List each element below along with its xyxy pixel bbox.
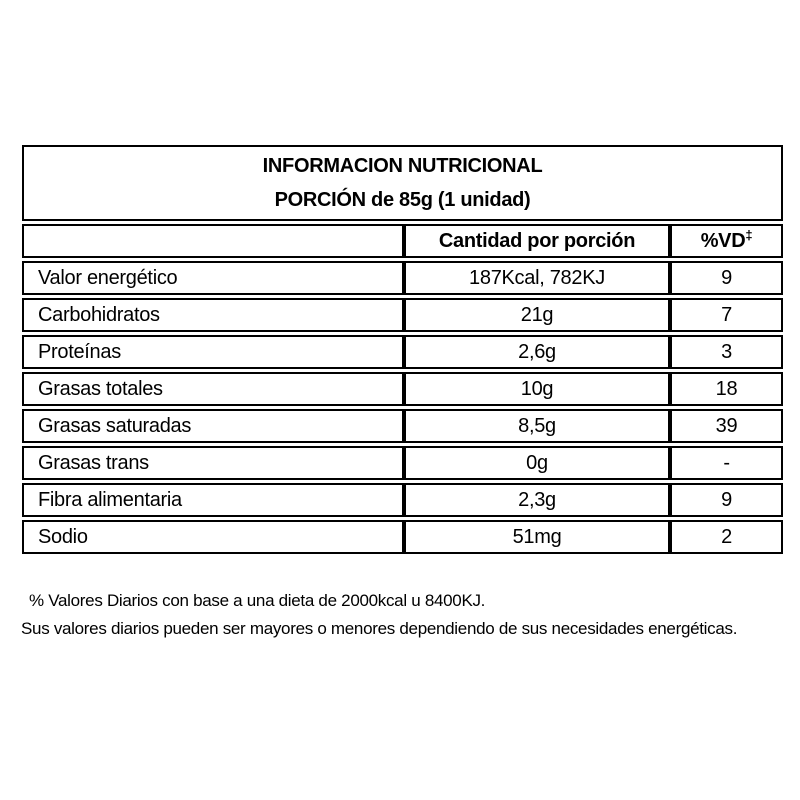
amount-value: 8,5g [404,409,670,443]
footnotes: % Valores Diarios con base a una dieta d… [21,587,786,643]
dv-value: 7 [670,298,784,332]
dv-value: - [670,446,784,480]
amount-value: 2,3g [404,483,670,517]
amount-value: 10g [404,372,670,406]
nutrient-label: Valor energético [22,261,404,295]
nutrient-label: Grasas totales [22,372,404,406]
nutrient-label: Grasas saturadas [22,409,404,443]
footnote-line-1: % Valores Diarios con base a una dieta d… [29,591,486,610]
table-row: Fibra alimentaria 2,3g 9 [22,483,784,517]
dv-value: 3 [670,335,784,369]
title-row: INFORMACION NUTRICIONAL PORCIÓN de 85g (… [22,145,784,221]
serving-size: PORCIÓN de 85g (1 unidad) [274,189,531,211]
dv-column-header: %VD‡ [670,224,784,258]
dv-footnote-mark: ‡ [745,226,753,242]
nutrient-label: Fibra alimentaria [22,483,404,517]
amount-value: 0g [404,446,670,480]
amount-value: 187Kcal, 782KJ [404,261,670,295]
table-row: Sodio 51mg 2 [22,520,784,554]
table-row: Proteínas 2,6g 3 [22,335,784,369]
dv-value: 9 [670,483,784,517]
amount-value: 51mg [404,520,670,554]
empty-header-cell [22,224,404,258]
nutrient-label: Sodio [22,520,404,554]
footnote-line-2: Sus valores diarios pueden ser mayores o… [21,619,738,638]
amount-value: 2,6g [404,335,670,369]
column-header-row: Cantidad por porción %VD‡ [22,224,784,258]
dv-value: 39 [670,409,784,443]
nutrient-label: Proteínas [22,335,404,369]
dv-value: 2 [670,520,784,554]
amount-value: 21g [404,298,670,332]
table-title: INFORMACION NUTRICIONAL [262,155,543,177]
table-title-cell: INFORMACION NUTRICIONAL PORCIÓN de 85g (… [22,145,784,221]
nutrient-label: Carbohidratos [22,298,404,332]
table-row: Grasas totales 10g 18 [22,372,784,406]
dv-value: 18 [670,372,784,406]
dv-value: 9 [670,261,784,295]
dv-header-text: %VD [700,229,746,252]
table-row: Grasas saturadas 8,5g 39 [22,409,784,443]
nutrition-facts-table: INFORMACION NUTRICIONAL PORCIÓN de 85g (… [22,142,784,557]
nutrient-label: Grasas trans [22,446,404,480]
table-row: Valor energético 187Kcal, 782KJ 9 [22,261,784,295]
table-row: Grasas trans 0g - [22,446,784,480]
table-row: Carbohidratos 21g 7 [22,298,784,332]
amount-column-header: Cantidad por porción [404,224,670,258]
